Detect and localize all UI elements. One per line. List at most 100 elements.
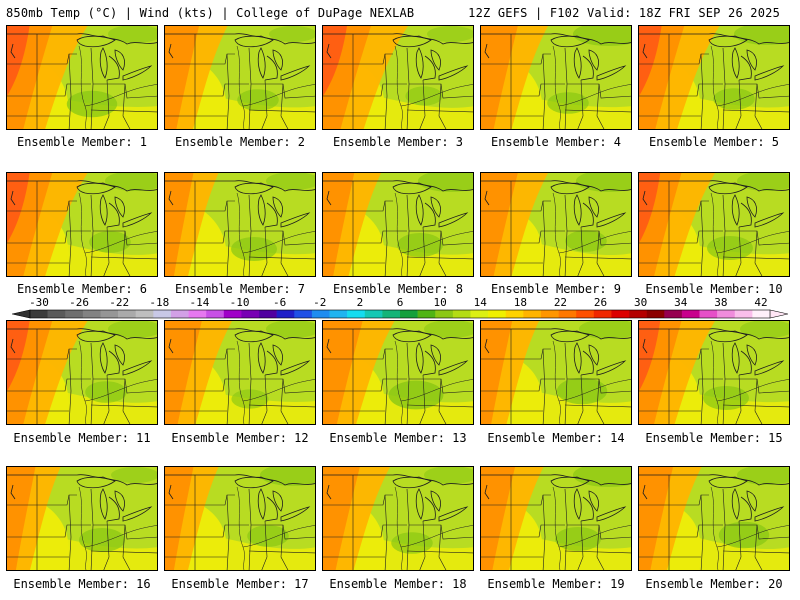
colorbar-swatch — [294, 310, 313, 318]
colorbar-tick-label: 2 — [357, 296, 364, 309]
colorbar-swatch — [65, 310, 84, 318]
map-image — [323, 467, 473, 570]
colorbar-right-arrow — [769, 309, 788, 319]
map-image — [481, 467, 631, 570]
map-image — [481, 26, 631, 129]
ensemble-map-15 — [638, 320, 790, 425]
panel-label: Ensemble Member: 12 — [171, 431, 309, 445]
map-image — [7, 467, 157, 570]
colorbar-swatch — [400, 310, 418, 318]
panel-label: Ensemble Member: 13 — [329, 431, 467, 445]
cool-region — [707, 236, 753, 260]
map-image — [165, 26, 315, 129]
colorbar-swatch — [118, 310, 137, 318]
cool-region — [89, 231, 131, 253]
panel-label: Ensemble Member: 7 — [174, 282, 306, 296]
map-image — [323, 173, 473, 276]
cool-region — [85, 381, 127, 403]
ensemble-map-4 — [480, 25, 632, 130]
colorbar-swatch — [558, 310, 577, 318]
ensemble-map-19 — [480, 466, 632, 571]
colorbar-swatch — [611, 310, 630, 318]
panel-label: Ensemble Member: 3 — [332, 135, 464, 149]
colorbar-swatch — [311, 310, 330, 318]
ensemble-map-16 — [6, 466, 158, 571]
ensemble-map-10 — [638, 172, 790, 277]
colorbar-swatch — [505, 310, 524, 318]
colorbar-swatch — [664, 310, 683, 318]
colorbar-tick-label: -6 — [273, 296, 286, 309]
colorbar-swatch — [629, 310, 647, 318]
colorbar-tick-label: 22 — [554, 296, 567, 309]
colorbar-tick-label: 34 — [674, 296, 688, 309]
ensemble-map-20 — [638, 466, 790, 571]
colorbar-tick-label: -18 — [149, 296, 169, 309]
panel-label: Ensemble Member: 17 — [171, 577, 309, 591]
header-title-left: 850mb Temp (°C) | Wind (kts) | College o… — [6, 6, 415, 20]
map-image — [639, 467, 789, 570]
colorbar-swatch — [382, 310, 401, 318]
colorbar-swatch — [752, 310, 771, 318]
panel-label: Ensemble Member: 5 — [648, 135, 780, 149]
cool-region — [547, 92, 589, 114]
panel-label: Ensemble Member: 20 — [645, 577, 783, 591]
colorbar-swatch — [717, 310, 736, 318]
cool-region — [237, 89, 279, 111]
colorbar-swatch — [699, 310, 718, 318]
colorbar-swatch — [135, 310, 154, 318]
header-title-right: 12Z GEFS | F102 Valid: 18Z FRI SEP 26 20… — [468, 6, 780, 20]
colorbar-tick-label: 14 — [474, 296, 488, 309]
colorbar-tick-label: 42 — [754, 296, 767, 309]
colorbar-swatch — [734, 310, 753, 318]
colorbar-swatch — [646, 310, 665, 318]
colorbar-swatch — [276, 310, 295, 318]
colorbar-tick-label: -10 — [230, 296, 250, 309]
panel-label: Ensemble Member: 15 — [645, 431, 783, 445]
ensemble-map-6 — [6, 172, 158, 277]
ensemble-map-8 — [322, 172, 474, 277]
cool-region — [391, 532, 433, 554]
ensemble-map-9 — [480, 172, 632, 277]
colorbar-tick-label: 10 — [433, 296, 446, 309]
colorbar-swatch — [153, 310, 172, 318]
cool-region — [565, 230, 607, 252]
ensemble-map-17 — [164, 466, 316, 571]
map-image — [7, 26, 157, 129]
cool-region — [231, 237, 277, 261]
map-image — [7, 321, 157, 424]
panel-label: Ensemble Member: 1 — [16, 135, 148, 149]
map-image — [323, 321, 473, 424]
ensemble-map-13 — [322, 320, 474, 425]
cool-region — [79, 528, 125, 552]
colorbar-tick-label: -14 — [190, 296, 210, 309]
panel-label: Ensemble Member: 16 — [13, 577, 151, 591]
colorbar-swatch — [364, 310, 383, 318]
panel-label: Ensemble Member: 19 — [487, 577, 625, 591]
colorbar-swatch — [329, 310, 348, 318]
colorbar-swatch — [206, 310, 225, 318]
colorbar-swatch — [100, 310, 119, 318]
colorbar-swatch — [188, 310, 207, 318]
panel-label: Ensemble Member: 10 — [645, 282, 783, 296]
map-image — [639, 26, 789, 129]
colorbar-swatch — [488, 310, 507, 318]
ensemble-map-18 — [322, 466, 474, 571]
cool-region — [247, 525, 289, 547]
colorbar-swatch — [170, 310, 189, 318]
colorbar-left-arrow — [12, 309, 31, 319]
colorbar-tick-label: -2 — [313, 296, 326, 309]
map-image — [7, 173, 157, 276]
panel-label: Ensemble Member: 18 — [329, 577, 467, 591]
colorbar-swatch — [681, 310, 700, 318]
ensemble-map-5 — [638, 25, 790, 130]
map-image — [481, 173, 631, 276]
ensemble-map-7 — [164, 172, 316, 277]
map-image — [165, 321, 315, 424]
colorbar-swatch — [241, 310, 260, 318]
map-image — [481, 321, 631, 424]
colorbar-tick-label: -22 — [109, 296, 129, 309]
colorbar-swatch — [30, 310, 48, 318]
cool-region — [397, 233, 443, 257]
colorbar-tick-label: -26 — [69, 296, 89, 309]
